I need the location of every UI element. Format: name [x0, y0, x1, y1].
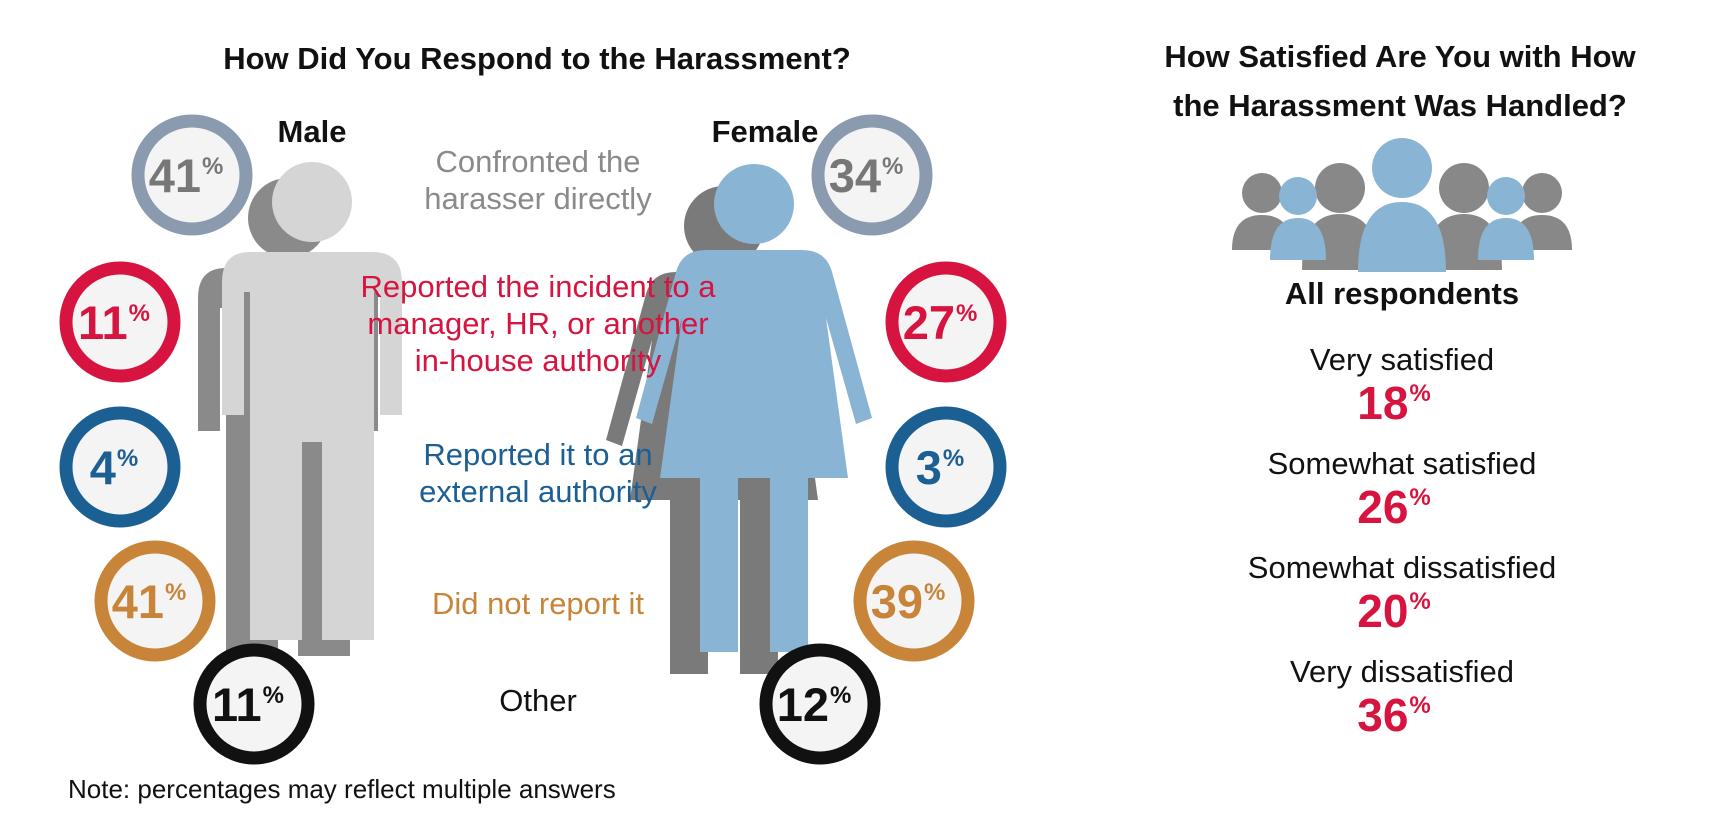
- category-label-3: Did not report it: [432, 586, 644, 621]
- satisfaction-value: 20%: [1357, 585, 1431, 637]
- category-label-1: Reported the incident to a manager, HR, o…: [360, 269, 716, 378]
- right-chart-title-line1: How Satisfied Are You with How: [1164, 39, 1636, 74]
- value-rings: 41%11%4%41%11%34%27%3%39%12%: [59, 114, 1007, 765]
- male-ring-2: 4%: [59, 406, 181, 528]
- male-figure-icon: [198, 162, 402, 656]
- category-label-4: Other: [499, 683, 577, 718]
- female-ring-4: 12%: [759, 643, 881, 765]
- female-ring-circle: [885, 261, 1007, 383]
- female-ring-3: 39%: [853, 540, 975, 662]
- satisfaction-label: Somewhat satisfied: [1268, 446, 1537, 481]
- male-ring-4: 11%: [193, 643, 315, 765]
- category-labels: Confronted the harasser directly Reported …: [360, 144, 716, 718]
- male-value-label: 11%: [212, 678, 284, 731]
- female-value-label: 27%: [903, 296, 978, 349]
- male-label: Male: [278, 114, 347, 149]
- footnote: Note: percentages may reflect multiple a…: [68, 774, 616, 804]
- female-ring-circle: [759, 643, 881, 765]
- female-label: Female: [712, 114, 819, 149]
- male-ring-circle: [59, 406, 181, 528]
- female-ring-1: 27%: [885, 261, 1007, 383]
- female-ring-circle: [885, 406, 1007, 528]
- male-ring-circle: [59, 261, 181, 383]
- male-ring-3: 41%: [94, 540, 216, 662]
- satisfaction-label: Somewhat dissatisfied: [1248, 550, 1556, 585]
- male-ring-circle: [94, 540, 216, 662]
- female-ring-0: 34%: [811, 114, 933, 236]
- crowd-icon: [1232, 138, 1572, 272]
- category-label-2: Reported it to an external authority: [419, 437, 657, 509]
- female-ring-circle: [853, 540, 975, 662]
- female-ring-2: 3%: [885, 406, 1007, 528]
- male-ring-circle: [131, 114, 253, 236]
- male-ring-0: 41%: [131, 114, 253, 236]
- female-value-label: 39%: [871, 575, 946, 628]
- left-chart-title: How Did You Respond to the Harassment?: [223, 41, 851, 76]
- male-ring-circle: [193, 643, 315, 765]
- satisfaction-value: 26%: [1357, 481, 1431, 533]
- female-ring-circle: [811, 114, 933, 236]
- satisfaction-value: 18%: [1357, 377, 1431, 429]
- category-label-0: Confronted the harasser directly: [424, 144, 652, 216]
- satisfaction-label: Very dissatisfied: [1290, 654, 1514, 689]
- female-figure-icon: [606, 164, 872, 674]
- group-label: All respondents: [1285, 276, 1519, 311]
- satisfaction-label: Very satisfied: [1310, 342, 1494, 377]
- satisfaction-value: 36%: [1357, 689, 1431, 741]
- right-chart-title-line2: the Harassment Was Handled?: [1173, 88, 1627, 123]
- male-ring-1: 11%: [59, 261, 181, 383]
